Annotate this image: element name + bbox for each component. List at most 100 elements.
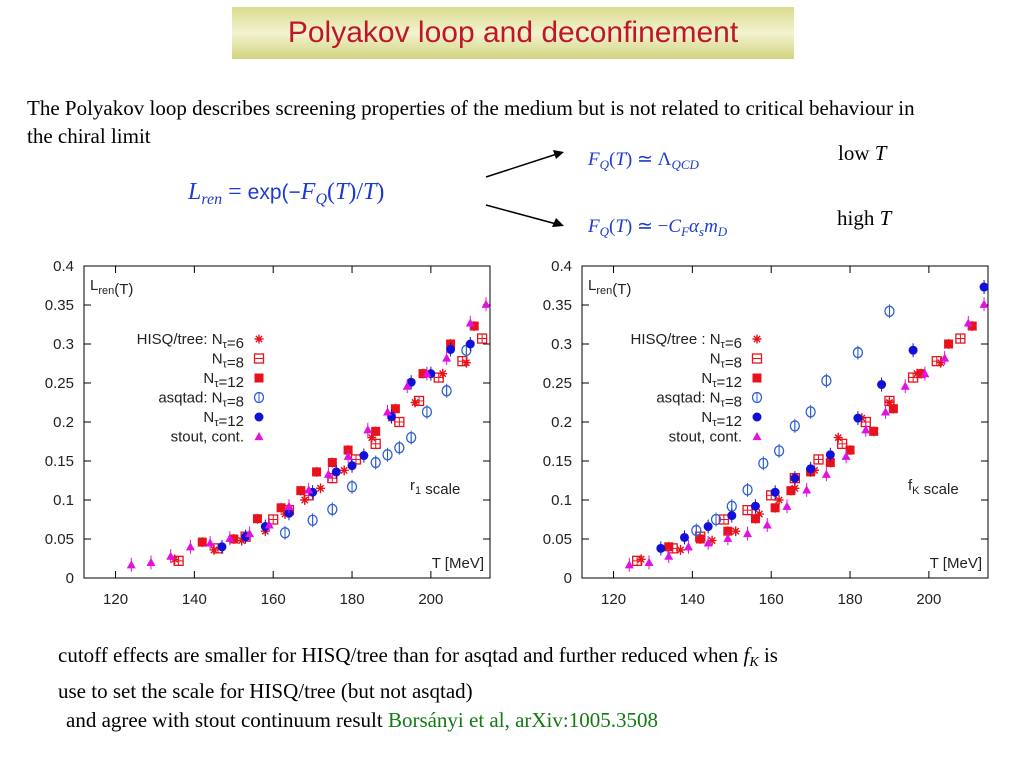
data-point: [770, 503, 780, 513]
data-point: [656, 543, 666, 553]
y-tick-label: 0.3: [53, 336, 74, 353]
series-4: [656, 280, 989, 556]
formula-lren-render: Lren = exp(−FQ(T)/T): [187, 179, 384, 208]
y-tick-label: 0.2: [551, 414, 572, 431]
legend-marker: [253, 391, 265, 404]
intro-text: The Polyakov loop describes screening pr…: [27, 96, 915, 148]
legend-label: asqtad: Nτ=8: [158, 390, 244, 411]
data-point: [743, 529, 753, 538]
data-point: [944, 339, 954, 349]
y-tick-label: 0: [564, 570, 572, 587]
legend-marker: [752, 412, 762, 422]
x-tick-label: 180: [838, 591, 863, 608]
legend-label: stout, cont.: [669, 429, 742, 446]
plot-frame: [581, 265, 989, 579]
data-point: [881, 407, 891, 416]
data-point: [371, 426, 381, 436]
data-point: [845, 445, 855, 455]
x-tick-label: 120: [601, 591, 626, 608]
y-tick-label: 0.25: [543, 375, 572, 392]
legend-marker: [752, 334, 762, 344]
data-point: [710, 513, 722, 526]
data-point: [742, 484, 753, 496]
scale-note: fK scale: [908, 477, 959, 498]
x-tick-label: 160: [261, 591, 286, 608]
data-point: [758, 457, 769, 469]
conclusion-line-2: use to set the scale for HISQ/tree (but …: [58, 679, 473, 703]
data-point: [861, 425, 871, 434]
data-point: [833, 433, 843, 443]
data-point: [821, 375, 832, 387]
data-point: [679, 532, 689, 542]
data-point: [750, 501, 760, 511]
data-point: [979, 282, 989, 292]
x-tick-label: 160: [759, 591, 784, 608]
legend-marker: [254, 412, 264, 422]
data-point: [245, 529, 255, 538]
label-high-t: high T: [837, 206, 892, 230]
data-point: [920, 369, 930, 378]
data-point: [339, 465, 349, 475]
data-point: [802, 485, 812, 494]
formula-low-render: FQ(T) ≃ ΛQCD: [587, 149, 699, 172]
series-3: [691, 304, 895, 538]
reference-link[interactable]: Borsányi et al, arXiv:1005.3508: [387, 708, 658, 732]
data-point: [229, 534, 239, 544]
data-point: [707, 536, 717, 546]
branch-arrows: [485, 150, 564, 227]
x-tick-label: 200: [418, 591, 443, 608]
y-tick-label: 0.15: [45, 453, 74, 470]
data-point: [402, 381, 412, 390]
data-point: [363, 425, 373, 434]
data-point: [877, 380, 887, 390]
legend-label: HISQ/tree : Nτ=6: [631, 331, 743, 352]
series-3: [279, 343, 472, 540]
formula-high-render: FQ(T) ≃ −CFαsmD: [587, 216, 728, 239]
arrow-to-high: [485, 204, 561, 226]
chart-r1-scale: 0 0.05 0.1 0.15 0.2 0.25 0.3 0.35 0.4 120 140 160 18…: [16, 252, 496, 622]
y-tick-label: 0.1: [551, 492, 572, 509]
data-point: [900, 381, 910, 390]
data-point: [465, 339, 475, 349]
legend-label: Nτ=12: [701, 409, 742, 430]
data-point: [316, 483, 326, 493]
data-point: [327, 458, 337, 468]
data-point: [185, 542, 195, 551]
y-tick-label: 0.3: [551, 336, 572, 353]
y-tick-label: 0.05: [45, 531, 74, 548]
data-point: [624, 560, 634, 569]
data-point: [126, 560, 136, 569]
data-point: [790, 473, 800, 483]
data-point: [347, 461, 357, 471]
x-tick-label: 140: [680, 591, 705, 608]
data-point: [331, 467, 341, 477]
data-point: [695, 534, 705, 544]
data-point: [304, 485, 314, 494]
data-point: [264, 520, 274, 529]
data-point: [908, 345, 918, 355]
data-point: [676, 545, 686, 555]
arrow-to-low: [485, 152, 561, 178]
data-point: [465, 318, 475, 327]
conclusion-line-1: cutoff effects are smaller for HISQ/tree…: [58, 643, 778, 670]
data-point: [279, 527, 291, 539]
data-point: [731, 526, 741, 536]
legend-label: stout, cont.: [171, 429, 244, 446]
data-point: [750, 514, 760, 524]
legend-label: Nτ=12: [203, 409, 244, 430]
data-point: [197, 537, 207, 547]
x-tick-label: 120: [103, 591, 128, 608]
data-point: [323, 469, 333, 478]
data-point: [644, 557, 654, 566]
scale-note: r1 scale: [410, 477, 460, 498]
data-point: [703, 538, 713, 547]
arrowhead-high: [552, 218, 564, 227]
formula-lren: Lren = exp(−FQ(T)/T): [187, 174, 478, 215]
data-point: [806, 464, 816, 474]
legend-marker: [751, 391, 763, 404]
data-point: [441, 385, 452, 397]
legend-marker: [752, 373, 762, 383]
y-tick-label: 0.15: [543, 453, 572, 470]
y-tick-label: 0.35: [543, 297, 572, 314]
arrowhead-low: [553, 150, 564, 159]
